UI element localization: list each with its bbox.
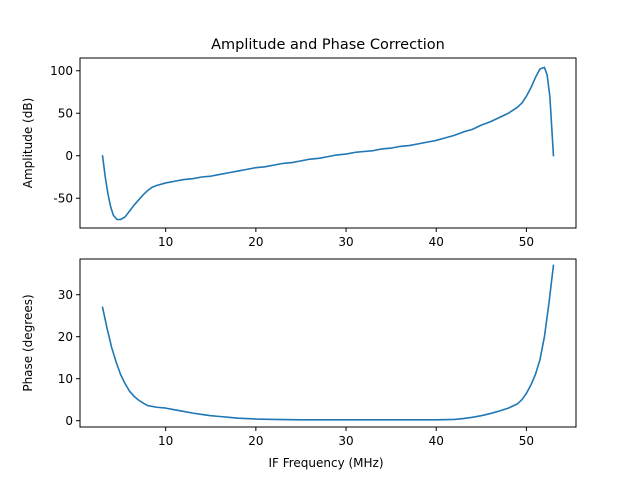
phase-y-axis-label: Phase (degrees) — [21, 294, 35, 391]
phase-y-tick-label: 30 — [58, 288, 73, 302]
amplitude-y-tick-label: -50 — [53, 192, 73, 206]
phase-x-axis-label: IF Frequency (MHz) — [268, 456, 383, 470]
phase-x-tick-label: 10 — [158, 434, 173, 448]
phase-series-line — [101, 264, 555, 421]
amplitude-panel: 10 20 30 40 50 -50 0 50 100 Amplitude (dB) — [21, 57, 577, 249]
amplitude-y-tick-label: 100 — [50, 64, 73, 78]
amplitude-x-tick-label: 30 — [338, 235, 353, 249]
phase-x-tick-label: 50 — [519, 434, 534, 448]
amplitude-y-tick-label: 50 — [58, 107, 73, 121]
amplitude-x-tick-label: 10 — [158, 235, 173, 249]
amplitude-axes-frame — [79, 57, 577, 229]
phase-x-tick-label: 30 — [338, 434, 353, 448]
phase-axes-frame — [79, 258, 577, 428]
amplitude-x-tick-label: 40 — [429, 235, 444, 249]
phase-y-tick-label: 20 — [58, 330, 73, 344]
amplitude-x-tick-label: 20 — [248, 235, 263, 249]
amplitude-y-tick-label: 0 — [65, 149, 73, 163]
phase-panel: 10 20 30 40 50 0 10 20 30 Phase (degrees) IF Frequ… — [21, 258, 577, 470]
amplitude-y-axis-label: Amplitude (dB) — [21, 98, 35, 189]
amplitude-series-line — [101, 66, 555, 221]
phase-x-tick-label: 40 — [429, 434, 444, 448]
chart-title: Amplitude and Phase Correction — [211, 37, 445, 53]
phase-x-tick-label: 20 — [248, 434, 263, 448]
phase-y-tick-label: 10 — [58, 372, 73, 386]
phase-y-tick-label: 0 — [65, 414, 73, 428]
amplitude-x-tick-label: 50 — [519, 235, 534, 249]
